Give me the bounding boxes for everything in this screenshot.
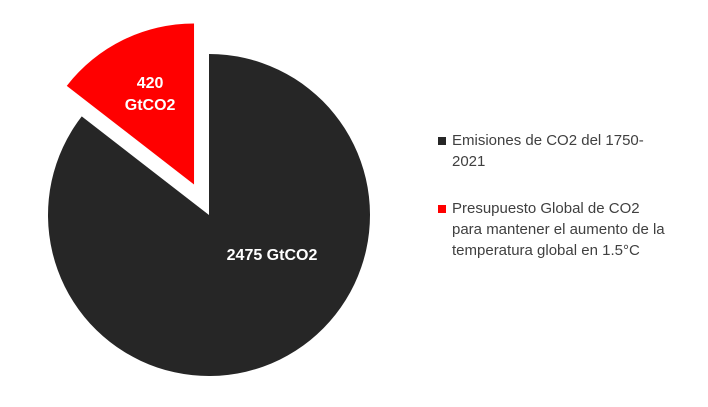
legend-item: Presupuesto Global de CO2 para mantener … [438, 198, 668, 261]
data-label: 420 GtCO2 [124, 74, 176, 114]
pie-slice [47, 54, 370, 376]
legend-text: Presupuesto Global de CO2 para mantener … [452, 200, 665, 259]
data-label: 2475 GtCO2 [226, 247, 318, 264]
legend-swatch [438, 205, 446, 213]
legend-text: Emisiones de CO2 del 1750-2021 [452, 132, 644, 170]
pie-slice [66, 23, 195, 185]
legend-swatch [438, 137, 446, 145]
legend: Emisiones de CO2 del 1750-2021 Presupuest… [438, 130, 668, 287]
legend-item: Emisiones de CO2 del 1750-2021 [438, 130, 668, 172]
